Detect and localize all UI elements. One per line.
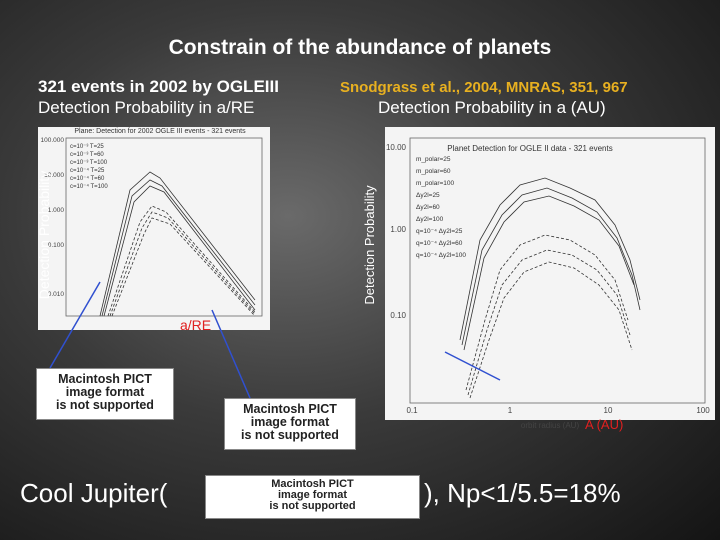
left-heading: Detection Probability in a/RE [38,98,255,117]
legend-entry: Δy2l=25 [416,192,440,199]
right-plot-title: Planet Detection for OGLE II data - 321 … [447,144,612,153]
legend-entry: c=10⁻⁴ T=25 [70,167,105,174]
y-axis-label: Detection Probability [36,171,52,299]
legend-entry: m_polar=25 [416,156,451,163]
legend-entry: m_polar=60 [416,168,451,175]
y-axis-label: Detection Probability [362,185,377,305]
y-tick-label: 0.10 [390,311,406,320]
legend-entry: Δy2l=100 [416,216,444,223]
legend-entry: c=10⁻³ T=100 [70,160,108,166]
x-tick-label: 10 [604,406,613,415]
legend-entry: c=10⁻⁴ T=100 [70,183,108,190]
title: Constrain of the abundance of planets [168,36,552,59]
text: is not supported [241,428,339,442]
pict-placeholder: Macintosh PICT image format is not support… [205,475,420,519]
right-axes [409,137,706,404]
right-plot-bg [385,127,715,420]
legend-entry: m_polar=100 [416,180,455,187]
y-tick-label: 0.100 [48,242,65,249]
citation: Snodgrass et al., 2004, MNRAS, 351, 967 [340,79,628,96]
y-tick-label: 1.000 [48,207,65,214]
legend-entry: c=10⁻³ T=60 [70,152,104,158]
legend-entry: q=10⁻⁴ Δy2l=25 [416,228,463,235]
y-tick-label: 10.00 [386,143,407,152]
left-heading: 321 events in 2002 by OGLEIII [38,77,279,96]
left-plot-title: Plane: Detection for 2002 OGLE III event… [74,128,246,135]
y-tick-label: 10.000 [44,172,64,179]
x-tick-label: 100 [696,406,710,415]
x-axis-label: a/RE [180,317,211,333]
text: is not supported [56,398,154,412]
text: image format [65,385,145,399]
y-tick-label: 100.000 [41,137,65,144]
legend-entry: Δy2l=60 [416,204,440,211]
axis-note: A (AU) [585,417,623,432]
x-axis-label: orbit radius (AU) [521,421,580,430]
left-plot-bg [38,127,270,330]
legend-entry: q=10⁻⁴ Δy2l=60 [416,240,463,247]
bottom-text: ), Np<1/5.5=18% [424,478,621,508]
bottom-text: Cool Jupiter( [20,478,168,508]
pict-placeholder: Macintosh PICT image format is not support… [36,368,174,420]
x-tick-label: 1 [508,406,513,415]
legend-entry: q=10⁻⁴ Δy2l=100 [416,252,466,259]
text: is not supported [269,500,356,512]
left-axes [65,137,263,317]
pict-placeholder: Macintosh PICT image format is not support… [224,398,356,450]
legend-entry: c=10⁻³ T=25 [70,144,104,150]
x-tick-label: 0.1 [406,406,418,415]
y-tick-label: 1.00 [390,225,406,234]
right-heading: Detection Probability in a (AU) [378,98,606,117]
legend-entry: c=10⁻⁴ T=60 [70,175,105,182]
text: Macintosh PICT [58,372,152,386]
y-tick-label: 0.010 [48,291,65,298]
text: image format [250,415,330,429]
text: image format [277,489,348,501]
text: Macintosh PICT [271,478,354,490]
text: Macintosh PICT [243,402,337,416]
